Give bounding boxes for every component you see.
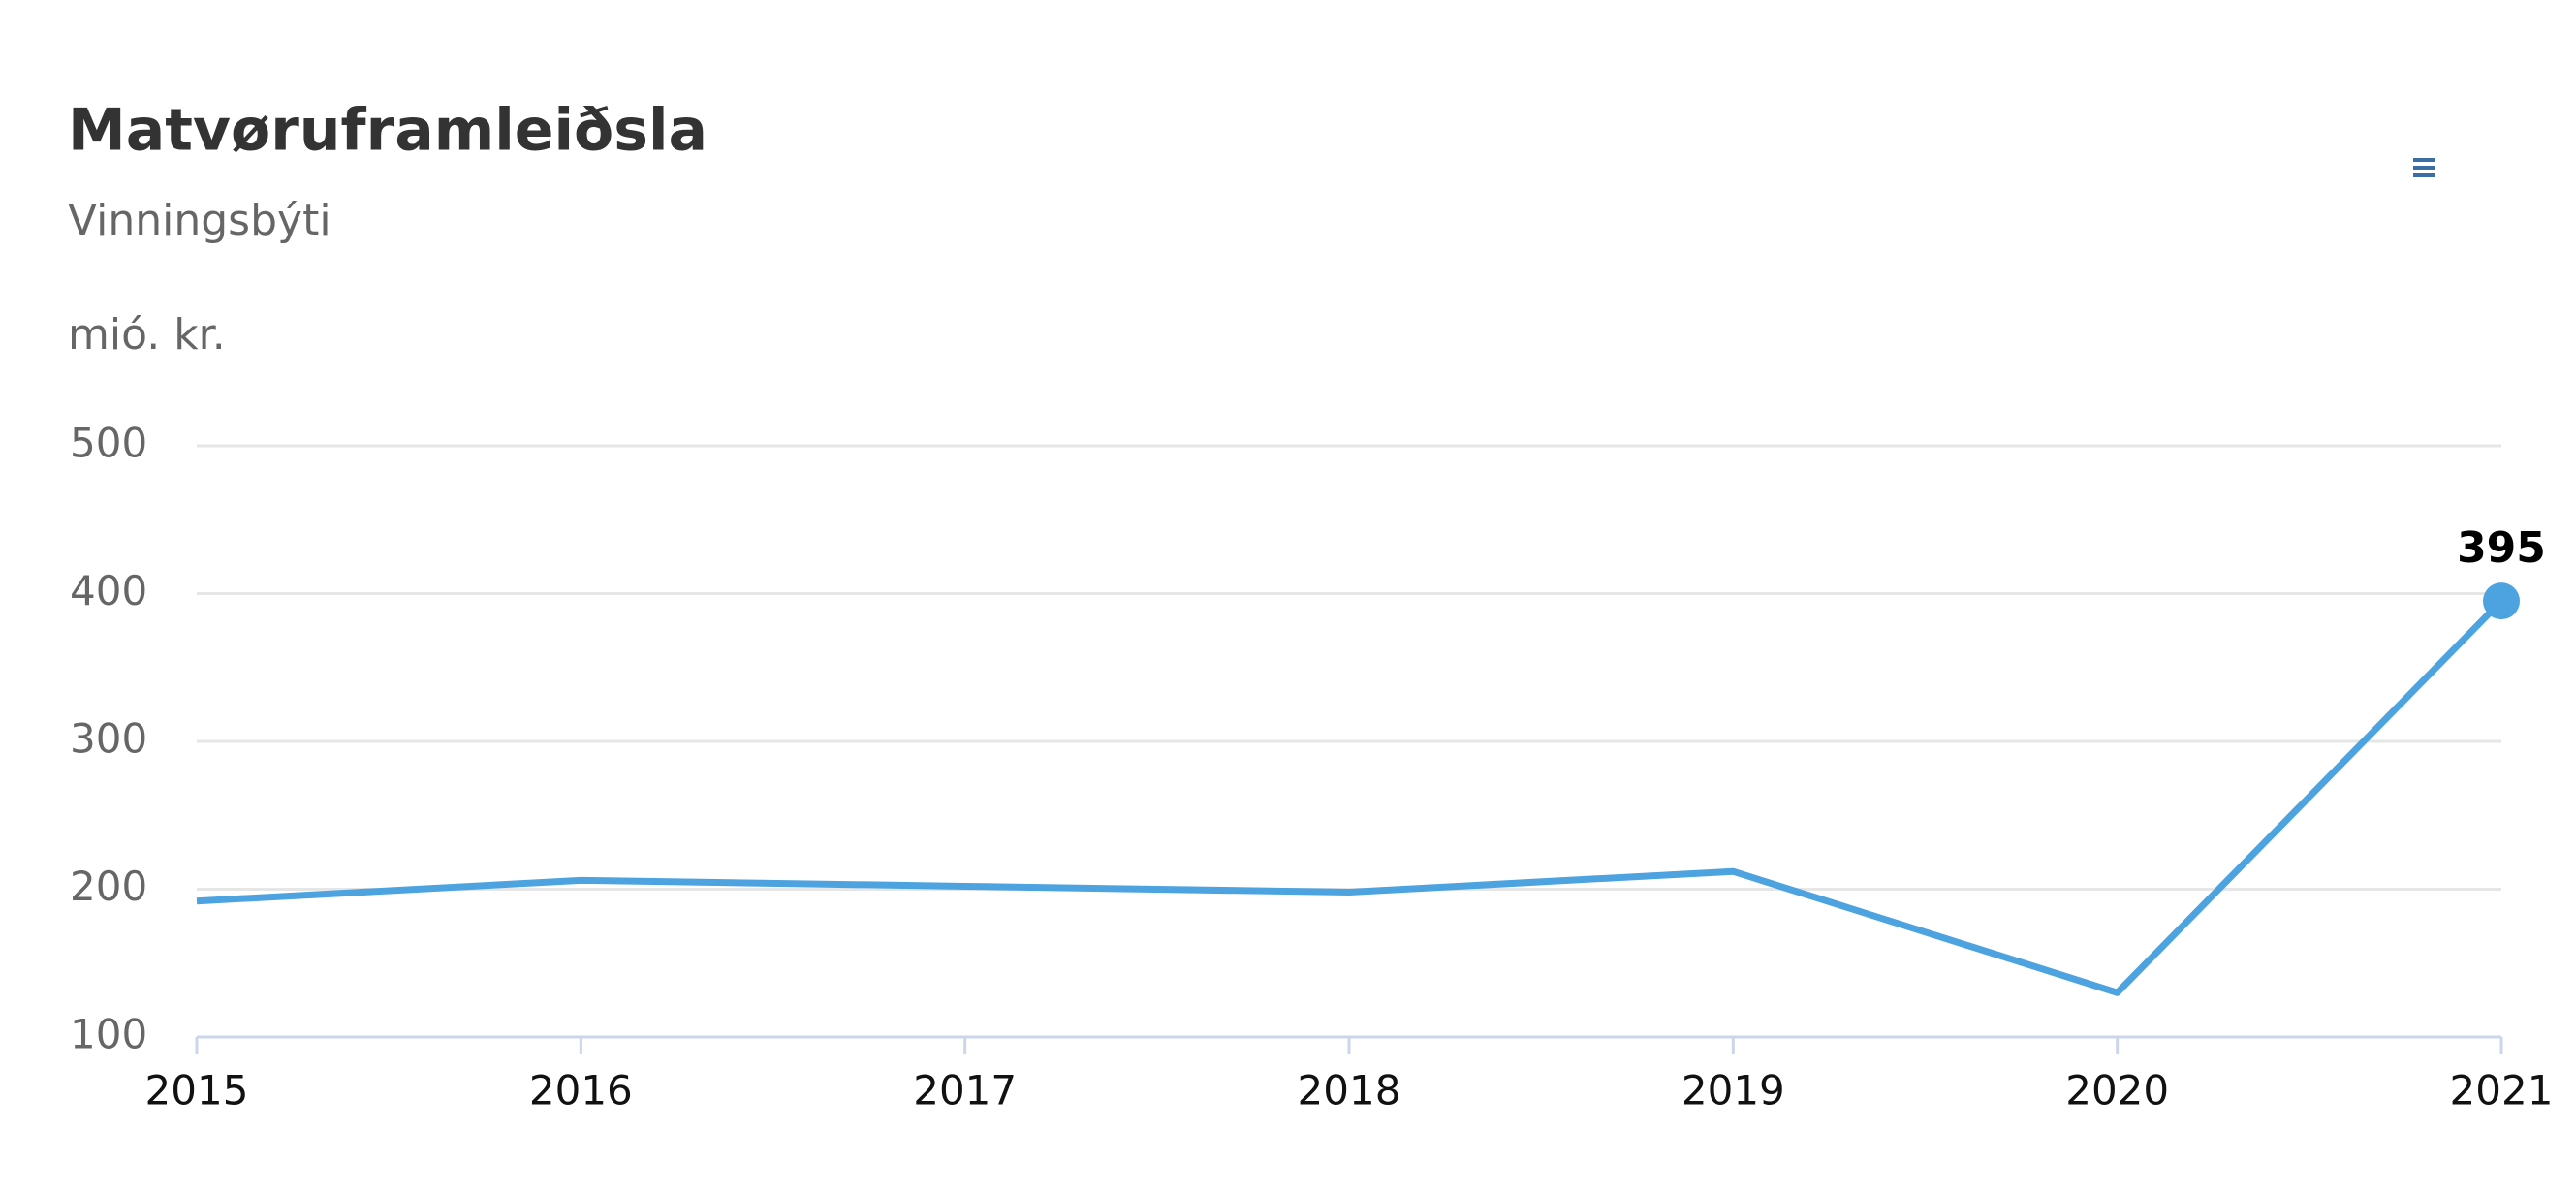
chart-subtitle: Vinningsbýti	[68, 196, 331, 245]
y-tick-label: 400	[70, 567, 147, 614]
x-tick-label: 2017	[913, 1067, 1017, 1115]
data-line	[196, 598, 2504, 996]
x-tick-label: 2020	[2065, 1067, 2169, 1115]
data-point	[2483, 582, 2520, 620]
y-tick-label: 500	[70, 420, 147, 467]
x-tick-label: 2015	[145, 1067, 249, 1115]
y-tick-label: 300	[70, 715, 147, 763]
x-tick-label: 2018	[1298, 1067, 1401, 1115]
chart-title: Matvøruframleiðsla	[68, 97, 707, 165]
x-tick-label: 2019	[1681, 1067, 1785, 1115]
x-tick-label: 2016	[529, 1067, 633, 1115]
y-axis-label: mió. kr.	[68, 310, 226, 360]
data-label: 395	[2457, 523, 2546, 573]
y-tick-label: 100	[70, 1011, 147, 1058]
menu-button[interactable]	[2413, 158, 2435, 177]
x-tick-label: 2021	[2450, 1067, 2554, 1115]
y-tick-label: 200	[70, 863, 147, 910]
